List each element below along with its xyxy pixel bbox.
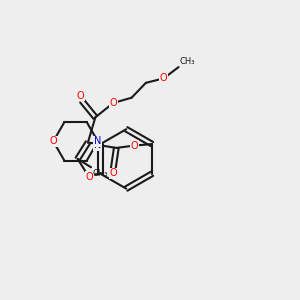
- Text: O: O: [110, 98, 117, 108]
- Text: O: O: [77, 91, 84, 100]
- Text: O: O: [110, 169, 117, 178]
- Text: O: O: [131, 140, 139, 151]
- Text: O: O: [160, 74, 167, 83]
- Text: N: N: [94, 136, 102, 146]
- Text: O: O: [85, 172, 93, 182]
- Text: CH₃: CH₃: [180, 57, 195, 66]
- Text: O: O: [50, 136, 57, 146]
- Text: CH₃: CH₃: [92, 169, 108, 178]
- Text: N: N: [94, 140, 102, 150]
